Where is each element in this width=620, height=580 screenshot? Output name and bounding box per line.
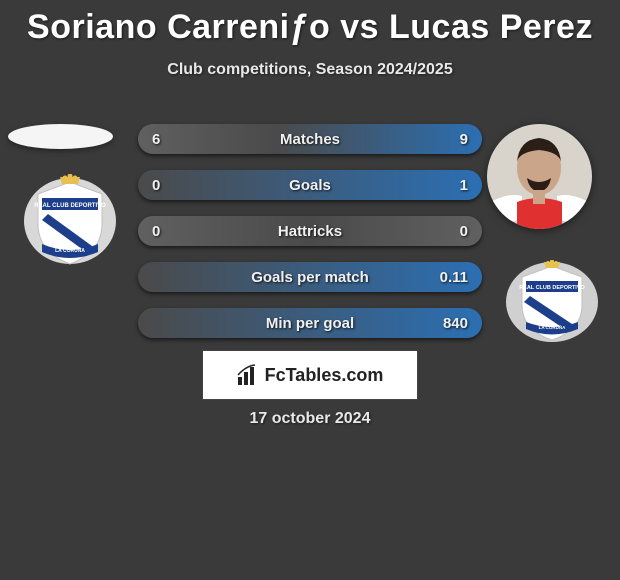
stat-row: 0Goals1 xyxy=(138,170,482,200)
svg-text:REAL CLUB DEPORTIVO: REAL CLUB DEPORTIVO xyxy=(34,203,106,209)
player-right-crest: REAL CLUB DEPORTIVO LA CORUÑA xyxy=(502,260,602,345)
stat-value-left: 0 xyxy=(152,177,192,194)
stat-row: 6Matches9 xyxy=(138,124,482,154)
stat-value-right: 0 xyxy=(428,223,468,240)
bar-chart-icon xyxy=(237,364,259,386)
svg-text:REAL CLUB DEPORTIVO: REAL CLUB DEPORTIVO xyxy=(519,285,585,291)
player-left-crest: REAL CLUB DEPORTIVO LA CORUÑA xyxy=(20,174,120,269)
club-crest-icon: REAL CLUB DEPORTIVO LA CORUÑA xyxy=(20,174,120,269)
svg-text:LA CORUÑA: LA CORUÑA xyxy=(55,247,85,254)
stat-label: Goals per match xyxy=(192,269,428,286)
page-title: Soriano Carreniƒo vs Lucas Perez xyxy=(0,0,620,47)
footer-site-text: FcTables.com xyxy=(265,365,384,386)
stat-value-right: 0.11 xyxy=(428,269,468,286)
player-right-avatar xyxy=(487,124,592,229)
player-left-avatar xyxy=(8,124,113,149)
stat-value-left: 0 xyxy=(152,223,192,240)
stat-value-right: 9 xyxy=(428,131,468,148)
stat-label: Goals xyxy=(192,177,428,194)
player-portrait-icon xyxy=(487,124,592,229)
stat-value-right: 840 xyxy=(428,315,468,332)
stat-row: Goals per match0.11 xyxy=(138,262,482,292)
stat-row: Min per goal840 xyxy=(138,308,482,338)
svg-text:LA CORUÑA: LA CORUÑA xyxy=(539,324,567,330)
club-crest-icon: REAL CLUB DEPORTIVO LA CORUÑA xyxy=(502,260,602,345)
stat-value-left: 6 xyxy=(152,131,192,148)
stat-label: Hattricks xyxy=(192,223,428,240)
stat-row: 0Hattricks0 xyxy=(138,216,482,246)
footer-site-badge: FcTables.com xyxy=(202,350,418,400)
subtitle: Club competitions, Season 2024/2025 xyxy=(0,61,620,79)
stat-value-right: 1 xyxy=(428,177,468,194)
stat-label: Matches xyxy=(192,131,428,148)
stat-label: Min per goal xyxy=(192,315,428,332)
footer-date: 17 october 2024 xyxy=(0,410,620,428)
stats-table: 6Matches90Goals10Hattricks0Goals per mat… xyxy=(138,124,482,354)
